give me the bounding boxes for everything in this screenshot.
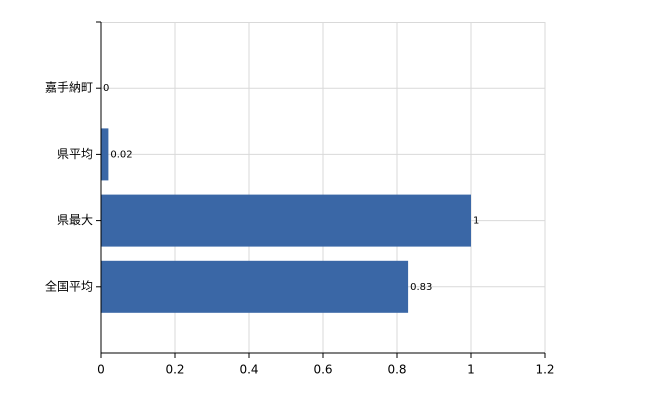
y-tick-label: 県平均 [57,147,93,161]
x-tick-label: 0.4 [239,363,258,377]
y-tick-label: 県最大 [57,213,93,227]
bar [101,128,109,181]
y-tick-label: 全国平均 [45,278,93,293]
x-tick-label: 0.6 [313,363,332,377]
value-label: 0.02 [110,149,132,160]
y-tick-label: 嘉手納町 [45,81,93,95]
x-tick-label: 0.8 [387,363,406,377]
x-tick-label: 1.2 [535,363,554,377]
x-tick-label: 0 [97,363,105,377]
value-label: 1 [473,216,479,227]
x-tick-label: 1 [467,363,475,377]
bar [101,194,471,247]
bar [101,260,409,313]
value-label: 0 [103,83,109,94]
value-label: 0.83 [410,282,432,293]
x-tick-label: 0.2 [165,363,184,377]
